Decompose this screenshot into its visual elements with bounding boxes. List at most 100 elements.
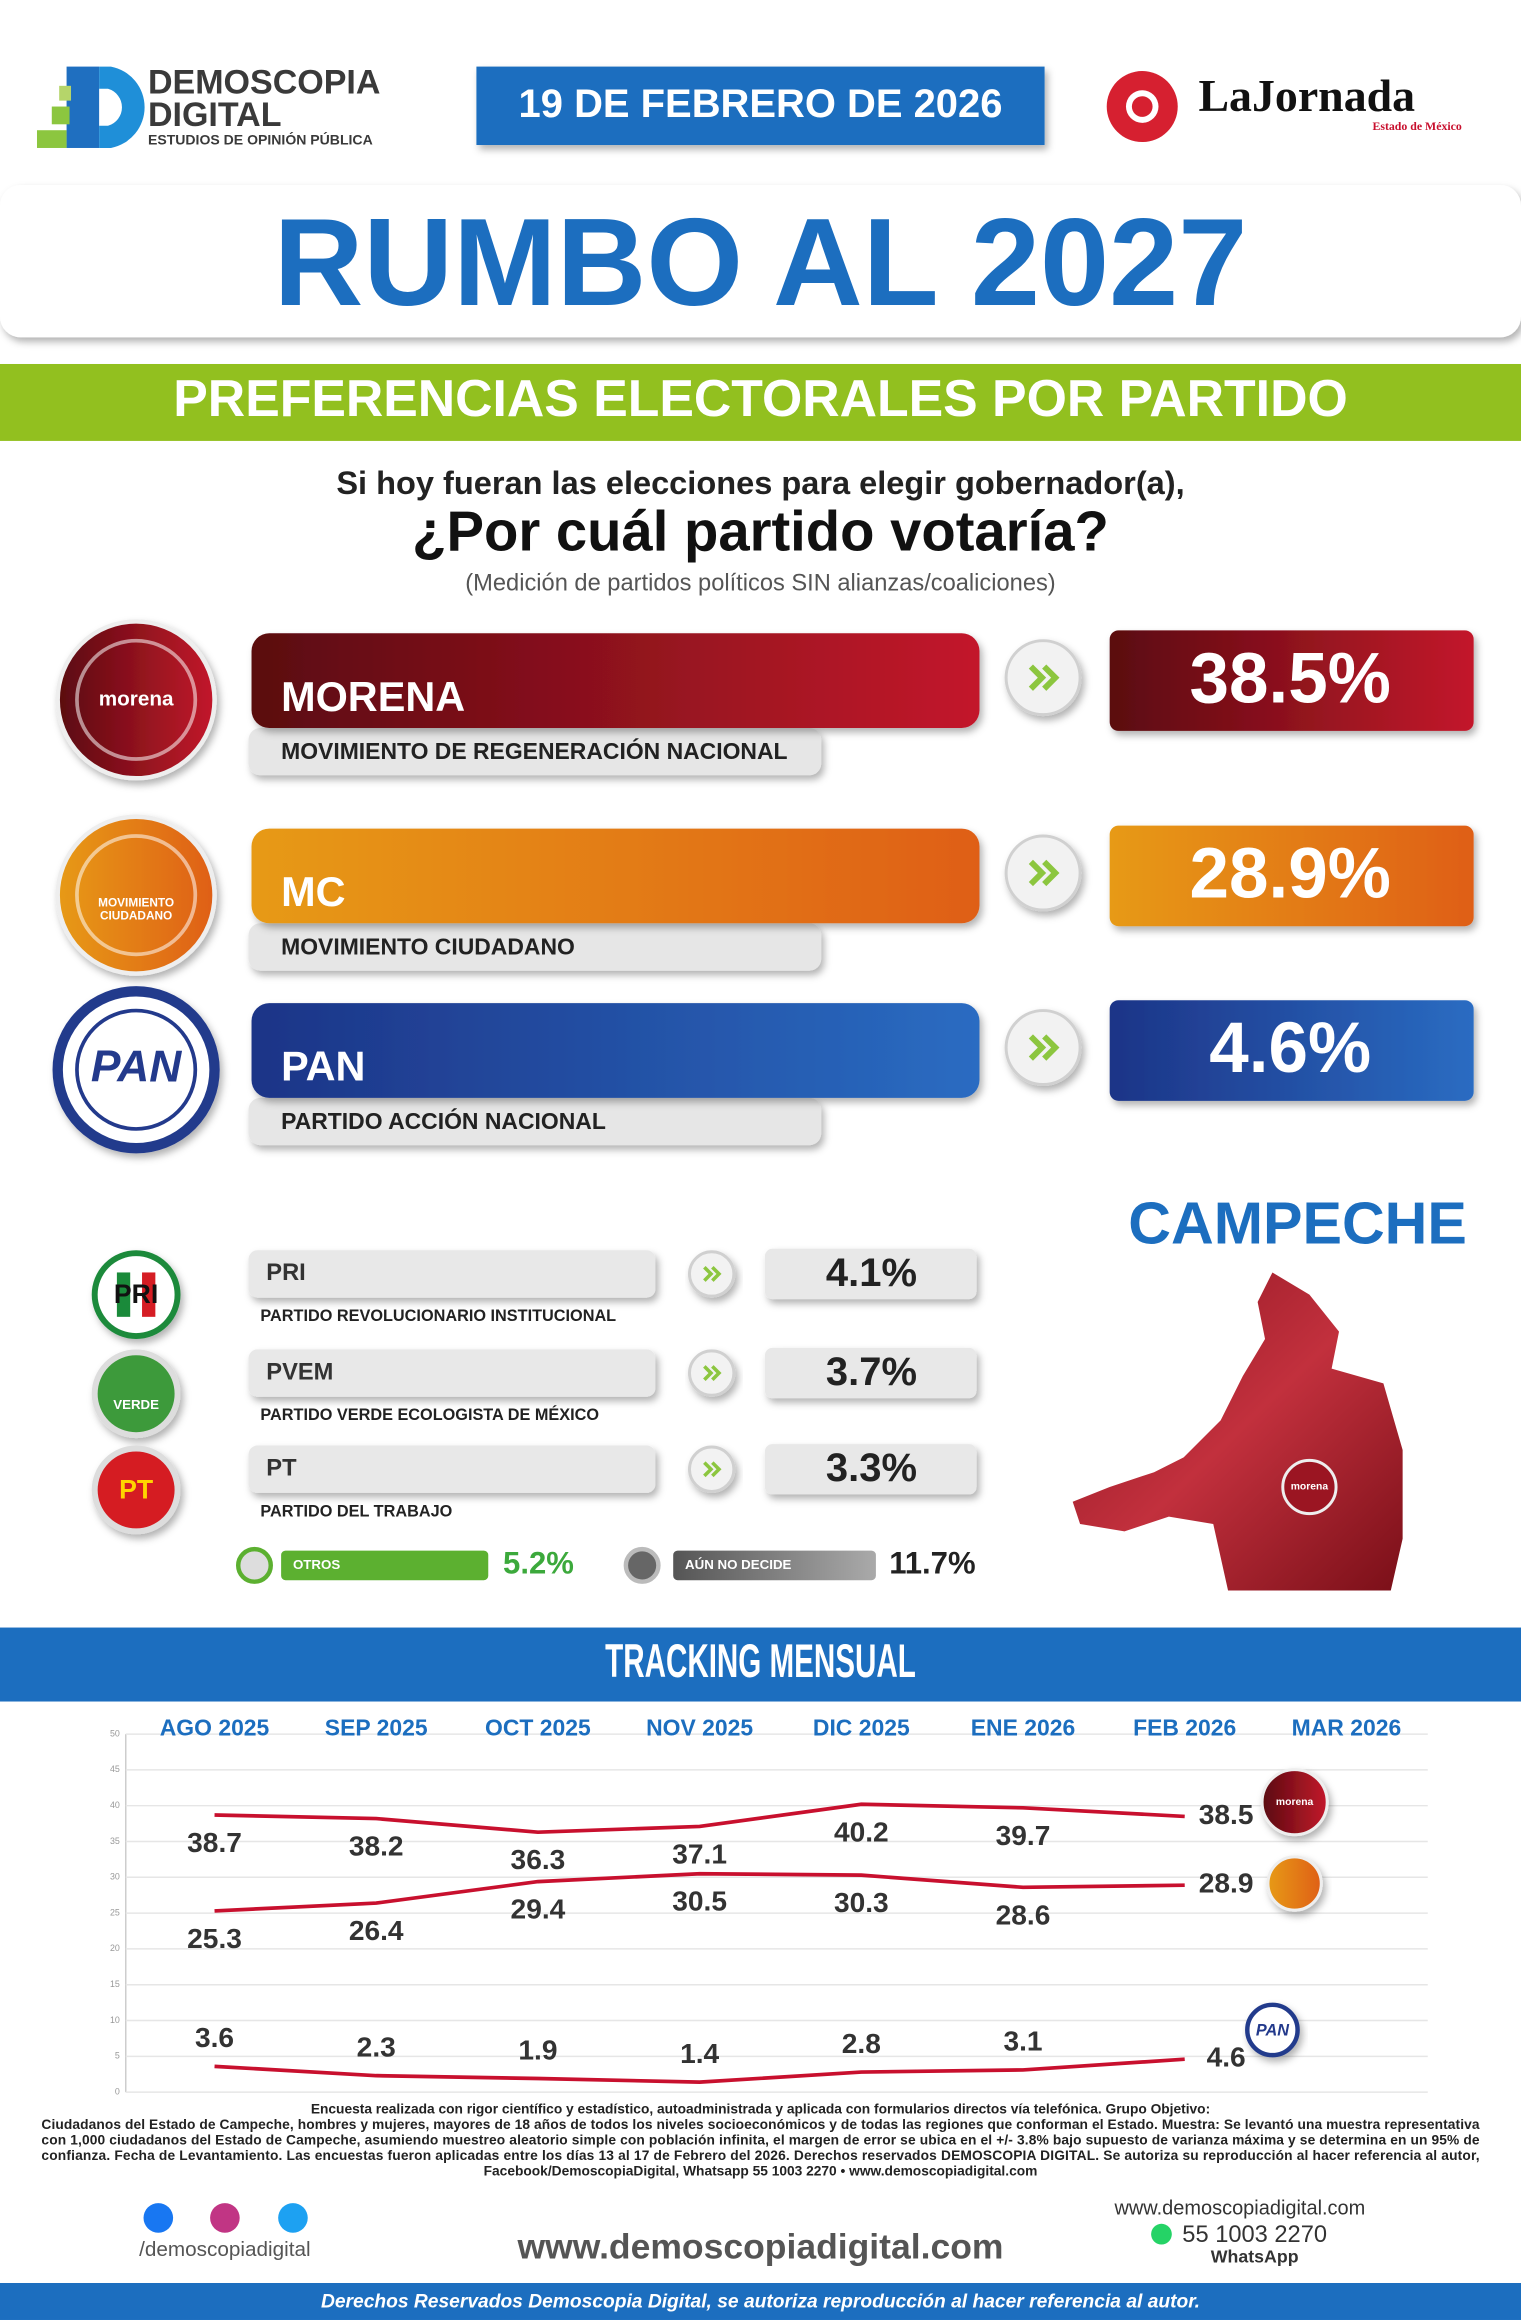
party-abbr: MORENA	[281, 674, 465, 720]
party-name: PARTIDO ACCIÓN NACIONAL	[281, 1108, 606, 1134]
y-tick-label: 15	[110, 1979, 120, 1989]
party-name: MOVIMIENTO CIUDADANO	[281, 933, 575, 959]
party-name: PARTIDO REVOLUCIONARIO INSTITUCIONAL	[260, 1307, 616, 1325]
x-tick-label: FEB 2026	[1133, 1715, 1236, 1741]
logo-stripe	[142, 1272, 156, 1317]
arrow-chevron	[703, 1266, 714, 1282]
pct-box	[764, 1347, 977, 1399]
party-logo-ring	[75, 638, 198, 761]
party-abbr: MC	[281, 869, 345, 915]
legend-logo	[1266, 1855, 1323, 1912]
x-tick-label: AGO 2025	[160, 1715, 270, 1741]
website: www.demoscopiadigital.com	[517, 2226, 1004, 2266]
y-tick-label: 50	[110, 1728, 120, 1738]
methodology-line: Encuesta realizada con rigor científico …	[311, 2102, 1210, 2117]
partner-region: Estado de México	[1372, 119, 1461, 133]
undecided-icon	[623, 1546, 661, 1584]
y-tick-label: 25	[110, 1907, 120, 1917]
data-label: 25.3	[187, 1923, 242, 1954]
pct-value: 28.9%	[1190, 835, 1391, 914]
data-label: 3.6	[195, 2022, 234, 2053]
others-icon	[235, 1546, 273, 1584]
arrow-chevron	[1042, 664, 1060, 691]
data-label: 29.4	[511, 1894, 566, 1925]
party-logo	[91, 1445, 181, 1535]
pct-value: 3.3%	[826, 1446, 917, 1490]
pct-value: 4.6%	[1209, 1009, 1371, 1088]
x-tick-label: NOV 2025	[646, 1715, 753, 1741]
arrow-chevron	[1042, 1034, 1060, 1061]
phone: 55 1003 2270	[1182, 2222, 1327, 2248]
data-label: 30.5	[672, 1886, 727, 1917]
series-line	[214, 1802, 1185, 1835]
methodology-line: Facebook/DemoscopiaDigital, Whatsapp 55 …	[484, 2164, 1038, 2179]
brand-name: DIGITAL	[148, 96, 282, 134]
party-bar	[248, 1445, 656, 1493]
data-label: 28.6	[996, 1899, 1051, 1930]
party-abbr: PVEM	[266, 1359, 333, 1385]
party-name: PARTIDO DEL TRABAJO	[260, 1502, 452, 1520]
date: 19 DE FEBRERO DE 2026	[519, 82, 1003, 126]
state-winner-logo	[1281, 1458, 1338, 1516]
title-card	[0, 184, 1521, 338]
party-bar	[251, 633, 980, 728]
social-icon	[143, 2203, 174, 2233]
x-tick-label: DIC 2025	[813, 1715, 910, 1741]
y-tick-label: 20	[110, 1943, 120, 1953]
pct-box	[764, 1248, 977, 1300]
party-logo-text: CIUDADANO	[100, 909, 172, 923]
x-tick-label: MAR 2026	[1292, 1715, 1402, 1741]
party-logo-text: PRI	[114, 1279, 158, 1309]
party-logo-text: VERDE	[113, 1397, 159, 1412]
arrow-chevron	[1028, 859, 1047, 887]
data-label: 2.3	[357, 2031, 396, 2062]
party-bar	[251, 828, 980, 924]
tracking-band	[0, 1627, 1521, 1702]
brand-tagline: ESTUDIOS DE OPINIÓN PÚBLICA	[148, 130, 373, 147]
party-abbr: PT	[266, 1455, 297, 1481]
party-logo-text: morena	[99, 687, 174, 710]
arrow-chevron	[711, 1461, 722, 1478]
data-label: 26.4	[349, 1915, 404, 1946]
party-bar	[248, 1349, 656, 1397]
data-label: 38.5	[1199, 1799, 1254, 1830]
party-name: PARTIDO VERDE ECOLOGISTA DE MÉXICO	[260, 1405, 599, 1424]
y-tick-label: 10	[110, 2015, 120, 2025]
party-name-bar	[248, 923, 822, 971]
x-tick-label: ENE 2026	[971, 1715, 1076, 1741]
party-name: MOVIMIENTO DE REGENERACIÓN NACIONAL	[281, 738, 787, 764]
y-tick-label: 0	[115, 2086, 120, 2096]
data-label: 36.3	[511, 1844, 566, 1875]
pct-value: 4.1%	[826, 1251, 917, 1295]
y-tick-label: 30	[110, 1872, 120, 1882]
pct-value: 38.5%	[1190, 639, 1391, 718]
legend-logo-text: morena	[1276, 1797, 1314, 1808]
social-handle: /demoscopiadigital	[139, 2238, 310, 2261]
pct-box	[1109, 630, 1474, 731]
data-label: 28.9	[1199, 1868, 1254, 1899]
party-logo-text: PT	[119, 1474, 153, 1504]
pct-box	[1109, 1000, 1474, 1101]
note: (Medición de partidos políticos SIN alia…	[465, 571, 1055, 597]
x-tick-label: SEP 2025	[325, 1715, 428, 1741]
party-logo-text: MOVIMIENTO	[98, 895, 174, 909]
party-bar	[248, 1250, 656, 1298]
arrow-chevron	[1028, 664, 1047, 691]
arrow-chevron	[703, 1461, 714, 1478]
legend-logo	[1260, 1768, 1329, 1837]
data-label: 39.7	[996, 1820, 1051, 1851]
party-logo-ring	[75, 1008, 198, 1131]
data-label: 38.7	[187, 1827, 242, 1858]
footer-band	[0, 2282, 1521, 2320]
party-logo	[55, 814, 217, 976]
social-icon	[210, 2203, 240, 2233]
brand-name: DEMOSCOPIA	[148, 63, 380, 101]
state-map	[1072, 1272, 1403, 1591]
logo-stripe	[116, 1272, 131, 1317]
legend-logo-text: PAN	[1256, 2022, 1290, 2040]
partner-logo	[1106, 71, 1178, 143]
pct-value: 3.7%	[826, 1350, 917, 1394]
partner-name: LaJornada	[1198, 70, 1415, 121]
data-label: 3.1	[1003, 2026, 1042, 2057]
y-tick-label: 45	[110, 1764, 120, 1774]
